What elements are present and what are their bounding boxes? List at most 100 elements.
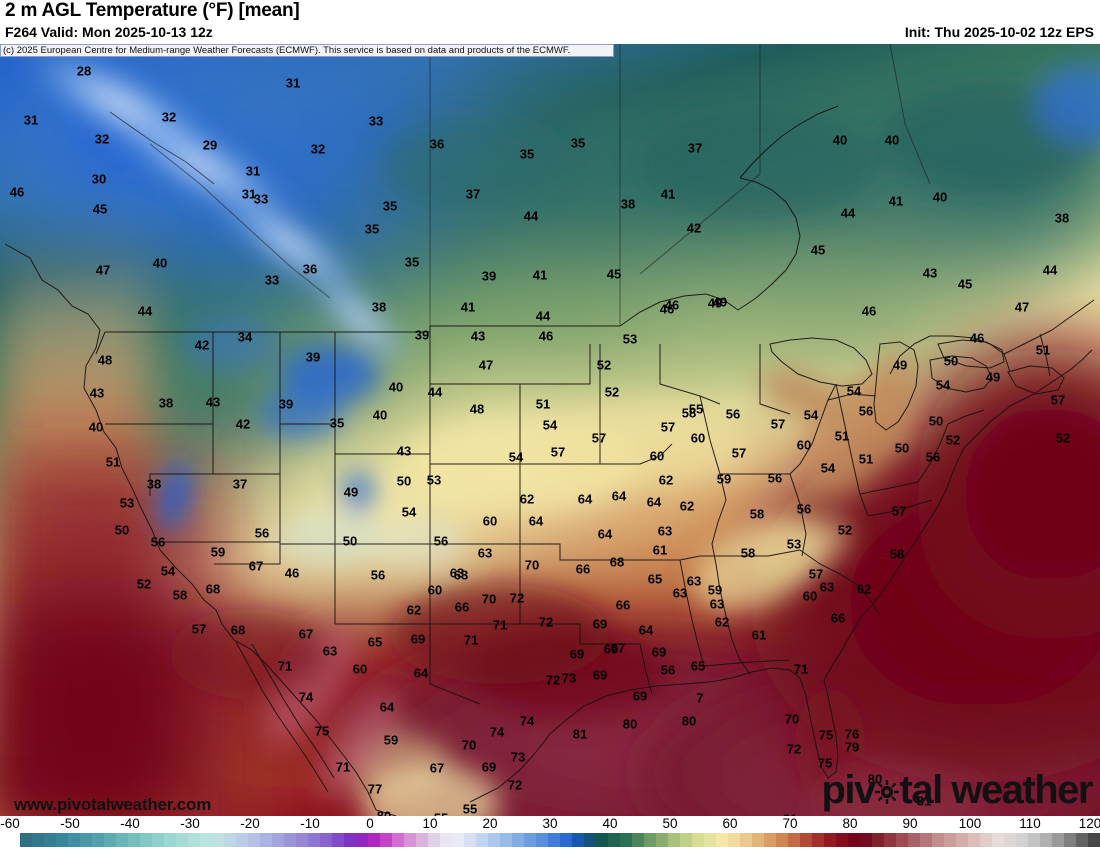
contour-label: 55	[434, 812, 448, 817]
contour-label: 60	[649, 448, 665, 464]
contour-label: 47	[1014, 299, 1030, 315]
contour-label: 69	[410, 631, 426, 647]
colorbar-tick: 50	[662, 816, 678, 831]
contour-label-layer: 28 31 31 32 32 32 29 33 31 31 30 46 47 45 40 33 36 44 42 34…	[0, 44, 1100, 817]
contour-label: 67	[429, 760, 445, 776]
contour-label: 56	[254, 525, 270, 541]
colorbar-tick: 30	[542, 816, 558, 831]
contour-label: 69	[481, 759, 497, 775]
colorbar-segment	[620, 833, 633, 847]
contour-label: 49	[343, 484, 359, 500]
contour-label: 65	[690, 658, 706, 674]
contour-label: 32	[94, 131, 110, 147]
colorbar-segment	[296, 833, 309, 847]
contour-label: 51	[535, 396, 551, 412]
colorbar-segment	[524, 833, 537, 847]
contour-label: 58	[681, 405, 697, 421]
contour-label: 63	[657, 523, 673, 539]
temperature-colorbar[interactable]: -60 -50 -40 -30 -20 -10 0 10 20 30 40 50 60 70 80 90 100…	[0, 816, 1100, 850]
contour-label: 46	[861, 303, 877, 319]
site-url-watermark: www.pivotalweather.com	[14, 795, 212, 814]
colorbar-segment	[896, 833, 909, 847]
copyright-notice: (c) 2025 European Centre for Medium-rang…	[0, 44, 614, 57]
contour-label: 32	[161, 109, 177, 125]
colorbar-segment	[848, 833, 861, 847]
contour-label: 60	[427, 582, 443, 598]
colorbar-segment	[500, 833, 513, 847]
logo-text-pre: piv	[821, 768, 876, 812]
colorbar-segment	[800, 833, 813, 847]
contour-label: 53	[119, 495, 135, 511]
contour-label: 57	[808, 566, 824, 582]
contour-label: 51	[105, 454, 121, 470]
contour-label: 63	[477, 545, 493, 561]
contour-label: 52	[945, 432, 961, 448]
contour-label: 64	[528, 513, 544, 529]
contour-label: 45	[957, 276, 973, 292]
colorbar-segment	[992, 833, 1005, 847]
colorbar-segment	[188, 833, 201, 847]
colorbar-segment	[152, 833, 165, 847]
contour-label: 59	[707, 582, 723, 598]
contour-label: 62	[519, 491, 535, 507]
colorbar-segment	[116, 833, 129, 847]
contour-label: 76	[844, 726, 860, 742]
pacific-ocean-field	[0, 204, 230, 816]
colorbar-gradient[interactable]	[10, 833, 1100, 847]
contour-label: 51	[834, 428, 850, 444]
contour-label: 38	[1054, 210, 1070, 226]
contour-label: 52	[1055, 430, 1071, 446]
contour-label: 70	[481, 591, 497, 607]
contour-label: 69	[569, 646, 585, 662]
contour-label: 47	[478, 357, 494, 373]
colorbar-tick: 70	[782, 816, 798, 831]
contour-label: 68	[609, 554, 625, 570]
contour-label: 64	[597, 526, 613, 542]
contour-label: 45	[606, 266, 622, 282]
contour-label: 50	[114, 522, 130, 538]
contour-label: 72	[545, 672, 561, 688]
colorbar-segment	[284, 833, 297, 847]
contour-label: 56	[858, 403, 874, 419]
colorbar-segment	[236, 833, 249, 847]
contour-label: 49	[892, 357, 908, 373]
temperature-map[interactable]: 28 31 31 32 32 32 29 33 31 31 30 46 47 45 40 33 36 44 42 34…	[0, 44, 1100, 816]
gear-sun-icon	[875, 771, 900, 804]
contour-label: 80	[867, 771, 883, 787]
colorbar-tick: 120	[1078, 816, 1100, 831]
colorbar-segment	[224, 833, 237, 847]
colorbar-segment	[368, 833, 381, 847]
contour-label: 63	[322, 643, 338, 659]
contour-label: 63	[709, 596, 725, 612]
colorbar-segment	[332, 833, 345, 847]
contour-label: 66	[830, 610, 846, 626]
contour-label: 58	[749, 506, 765, 522]
contour-label: 62	[714, 614, 730, 630]
contour-label: 35	[382, 198, 398, 214]
colorbar-tick-labels: -60 -50 -40 -30 -20 -10 0 10 20 30 40 50 60 70 80 90 100…	[0, 816, 1100, 833]
contour-label: 56	[925, 449, 941, 465]
colorbar-segment	[1088, 833, 1100, 847]
colorbar-segment	[1004, 833, 1017, 847]
contour-label: 72	[509, 590, 525, 606]
contour-label: 67	[298, 626, 314, 642]
contour-label: 59	[716, 471, 732, 487]
colorbar-segment	[344, 833, 357, 847]
map-header: 2 m AGL Temperature (°F) [mean] F264 Val…	[0, 0, 1100, 44]
contour-label: 45	[810, 242, 826, 258]
contour-label: 77	[367, 781, 383, 797]
contour-label: 32	[310, 141, 326, 157]
contour-label: 73	[561, 670, 577, 686]
contour-label: 63	[672, 585, 688, 601]
pivotal-weather-logo: piv tal weather	[821, 768, 1093, 812]
contour-label: 31	[23, 112, 39, 128]
contour-label: 80	[376, 808, 392, 817]
contour-label: 30	[91, 171, 107, 187]
colorbar-segment	[632, 833, 645, 847]
colorbar-segment	[812, 833, 825, 847]
contour-label: 59	[210, 544, 226, 560]
contour-label: 63	[686, 573, 702, 589]
contour-label: 81	[916, 793, 932, 809]
contour-label: 54	[820, 460, 836, 476]
contour-label: 80	[622, 716, 638, 732]
